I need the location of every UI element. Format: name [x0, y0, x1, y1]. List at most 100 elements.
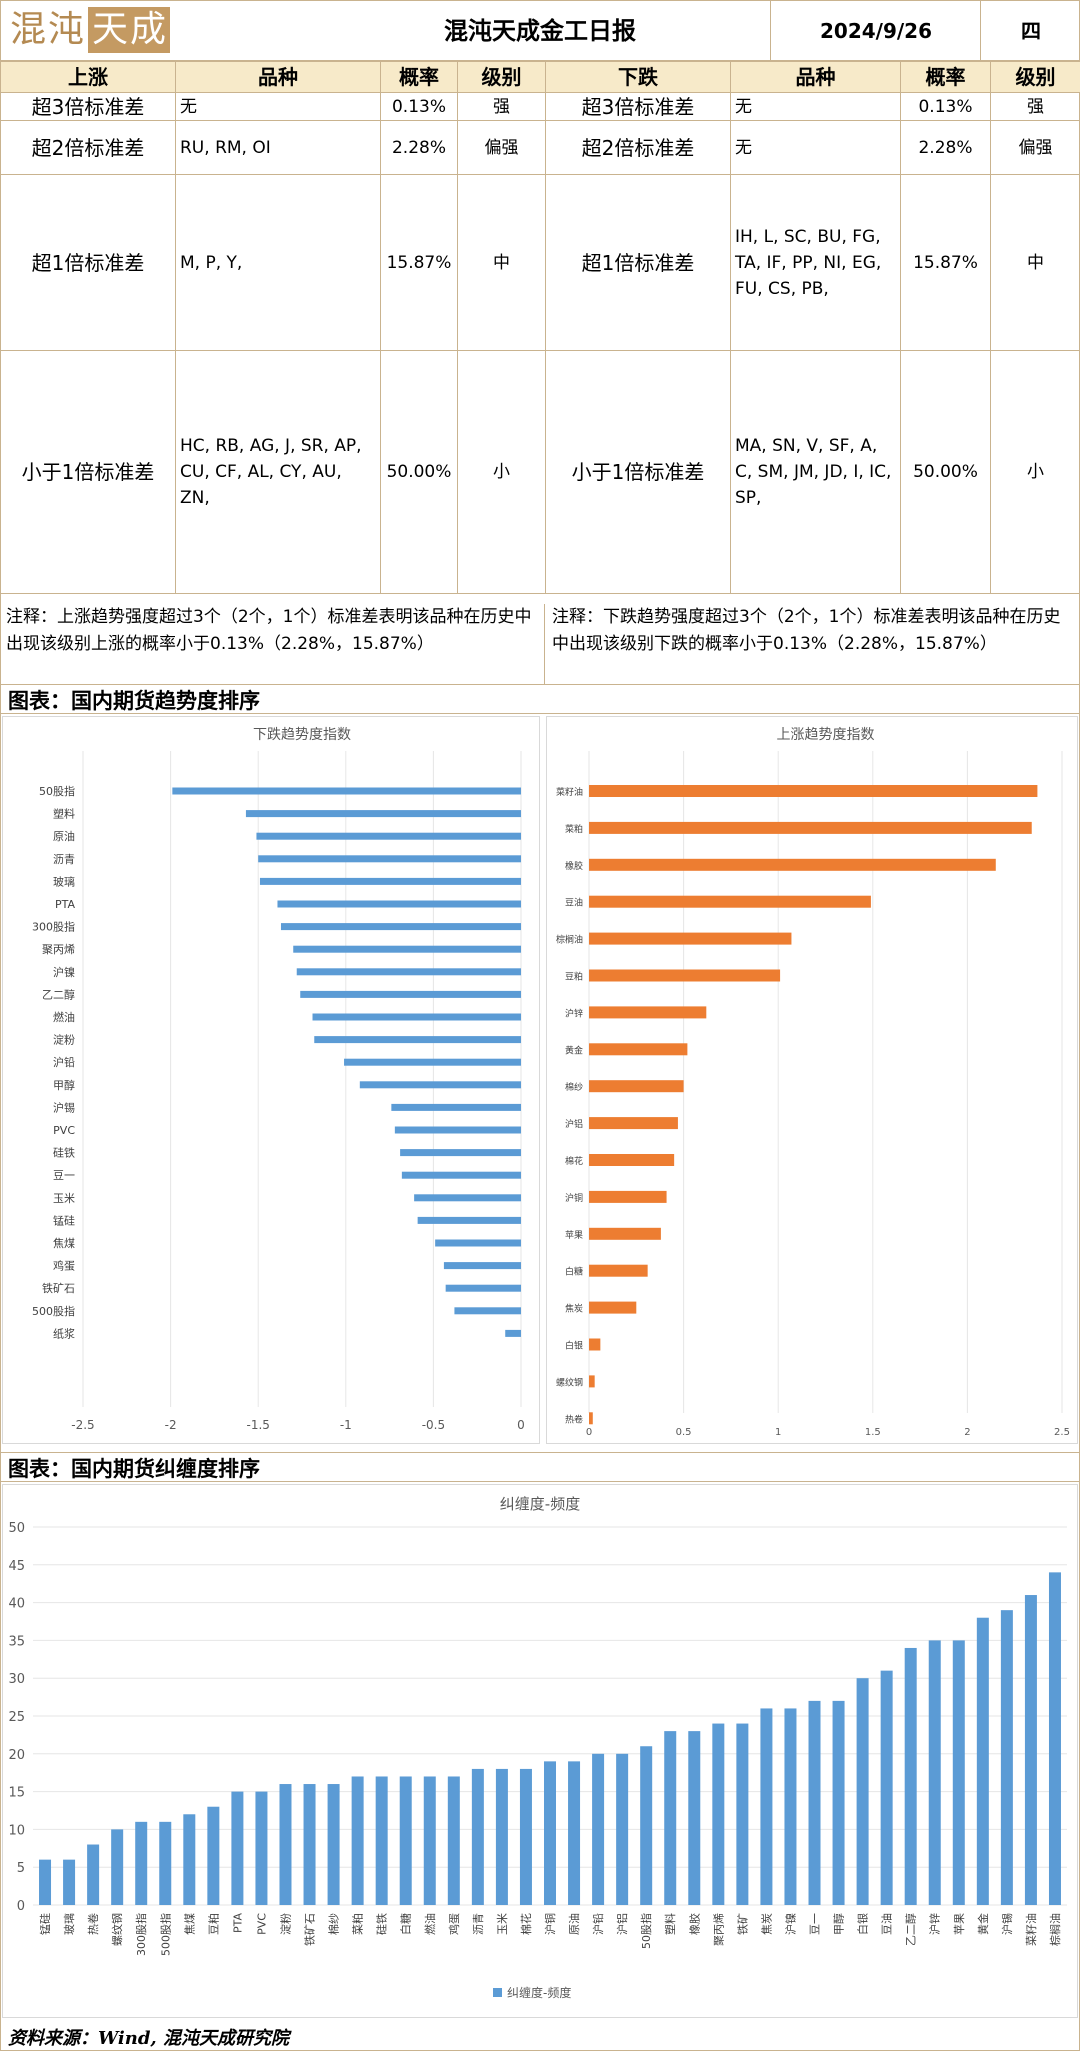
down-items: 无: [730, 92, 901, 121]
bar: [417, 1216, 521, 1224]
bar: [592, 1753, 605, 1905]
bar: [435, 1239, 521, 1247]
bar: [258, 855, 521, 863]
category-label: 500股指: [158, 1913, 172, 1956]
x-tick-label: 2.5: [1054, 1427, 1070, 1438]
report-title: 混沌天成金工日报: [444, 16, 636, 45]
category-label: 螺纹钢: [556, 1376, 583, 1388]
category-label: PVC: [255, 1913, 268, 1935]
x-tick-label: 2: [964, 1427, 970, 1438]
up-prob: 50.00%: [380, 350, 458, 594]
header-down-prob: 概率: [900, 61, 991, 93]
category-label: 焦炭: [760, 1913, 773, 1935]
report-header: 混 沌 天 成 混沌天成金工日报 2024/9/26 四: [0, 0, 1080, 61]
x-tick-label: -1: [340, 1418, 352, 1432]
category-label: 苹果: [565, 1229, 583, 1241]
category-label: 沥青: [53, 853, 75, 866]
category-label: 苹果: [952, 1913, 966, 1935]
up-trend-chart: 上涨趋势度指数 0 0.5 1 1.5 2 2.5 菜籽油 菜粕 橡胶 豆油 棕榈油 豆粕 沪锌 黄金 棉纱沪…: [546, 716, 1078, 1444]
category-label: 原油: [567, 1913, 581, 1935]
bar: [277, 900, 521, 908]
up-prob: 2.28%: [380, 120, 458, 175]
bar: [183, 1814, 196, 1905]
section-title-trend: 图表：国内期货趋势度排序: [0, 684, 1080, 714]
bar: [293, 945, 521, 953]
company-logo: 混 沌 天 成: [8, 4, 170, 56]
entanglement-chart: 纠缠度-频度 0 5 10 15 20 25 30 35 40 45 50 锰硅 玻璃 热卷 螺纹钢 300股指…: [2, 1484, 1078, 2018]
bar: [279, 1784, 292, 1905]
category-label: 白糖: [565, 1266, 583, 1278]
y-tick-label: 15: [8, 1786, 25, 1801]
report-date: 2024/9/26: [770, 0, 981, 60]
header-up-level: 级别: [457, 61, 546, 93]
table-row: 超2倍标准差 RU, RM, OI 2.28% 偏强 超2倍标准差 无 2.28…: [0, 120, 1080, 175]
bar: [589, 1006, 707, 1019]
bar: [443, 1262, 521, 1270]
bar: [832, 1700, 845, 1905]
category-label: 铁矿石: [42, 1282, 75, 1295]
bar: [640, 1746, 653, 1905]
bar: [280, 923, 521, 931]
category-label: 甲醇: [53, 1078, 75, 1092]
bar: [1024, 1595, 1037, 1905]
logo-char-4: 成: [130, 9, 167, 50]
category-label: 棉花: [519, 1913, 533, 1935]
category-label: 沪铜: [543, 1913, 557, 1935]
down-level: 小: [990, 350, 1080, 594]
bar: [589, 932, 792, 945]
up-prob: 15.87%: [380, 174, 458, 351]
down-trend-chart: 下跌趋势度指数 -2.5 -2 -1.5 -1 -0.5 0 50股指 塑料 原油 沥青 玻璃 PTA 3…: [2, 716, 540, 1444]
bar: [207, 1806, 220, 1905]
down-label: 超1倍标准差: [545, 174, 731, 351]
bar: [447, 1776, 460, 1905]
probability-table: 上涨 品种 概率 级别 下跌 品种 概率 级别 超3倍标准差 无 0.13% 强…: [0, 61, 1080, 594]
bar: [589, 1080, 684, 1093]
category-label: 铁矿: [736, 1913, 749, 1935]
bar: [39, 1859, 52, 1905]
table-row: 超3倍标准差 无 0.13% 强 超3倍标准差 无 0.13% 强: [0, 92, 1080, 121]
up-label: 超1倍标准差: [0, 174, 176, 351]
category-label: 鸡蛋: [53, 1259, 75, 1273]
category-label: 硅铁: [376, 1913, 389, 1935]
bar: [589, 969, 781, 982]
header-up-items: 品种: [175, 61, 381, 93]
category-label: 棉花: [565, 1155, 583, 1167]
bar: [568, 1761, 581, 1905]
bar: [928, 1640, 941, 1905]
category-label: 白糖: [399, 1913, 413, 1935]
bar: [445, 1284, 521, 1292]
bar: [351, 1776, 364, 1905]
category-label: 菜籽油: [1024, 1913, 1038, 1946]
y-tick-label: 45: [8, 1559, 25, 1574]
category-label: 聚丙烯: [42, 943, 75, 956]
logo-char-2: 沌: [48, 9, 85, 50]
category-label: 淀粉: [278, 1913, 292, 1935]
bar: [172, 787, 522, 795]
up-items: HC, RB, AG, J, SR, AP, CU, CF, AL, CY, A…: [175, 350, 381, 594]
header-down: 下跌: [545, 61, 731, 93]
header-up-prob: 概率: [380, 61, 458, 93]
table-row: 小于1倍标准差 HC, RB, AG, J, SR, AP, CU, CF, A…: [0, 350, 1080, 594]
down-label: 超2倍标准差: [545, 120, 731, 175]
category-label: 黄金: [565, 1044, 583, 1056]
down-level: 偏强: [990, 120, 1080, 175]
bar: [394, 1126, 521, 1134]
x-tick-label: 0.5: [676, 1427, 692, 1438]
down-items: IH, L, SC, BU, FG, TA, IF, PP, NI, EG, F…: [730, 174, 901, 351]
y-tick-label: 10: [8, 1823, 25, 1838]
bar: [399, 1776, 412, 1905]
bar: [736, 1723, 749, 1905]
bar: [808, 1700, 821, 1905]
category-label: 沪锡: [53, 1100, 75, 1114]
section-title-entangle: 图表：国内期货纠缠度排序: [0, 1452, 1080, 1482]
table-header-row: 上涨 品种 概率 级别 下跌 品种 概率 级别: [0, 61, 1080, 93]
bar: [327, 1784, 340, 1905]
category-label: 玉米: [496, 1913, 509, 1935]
y-tick-label: 25: [8, 1710, 25, 1725]
category-label: 乙二醇: [904, 1913, 918, 1946]
category-label: 豆油: [880, 1913, 894, 1935]
bar: [135, 1821, 148, 1905]
category-label: 玻璃: [62, 1913, 76, 1935]
bar: [784, 1708, 797, 1905]
bar: [589, 1117, 678, 1130]
